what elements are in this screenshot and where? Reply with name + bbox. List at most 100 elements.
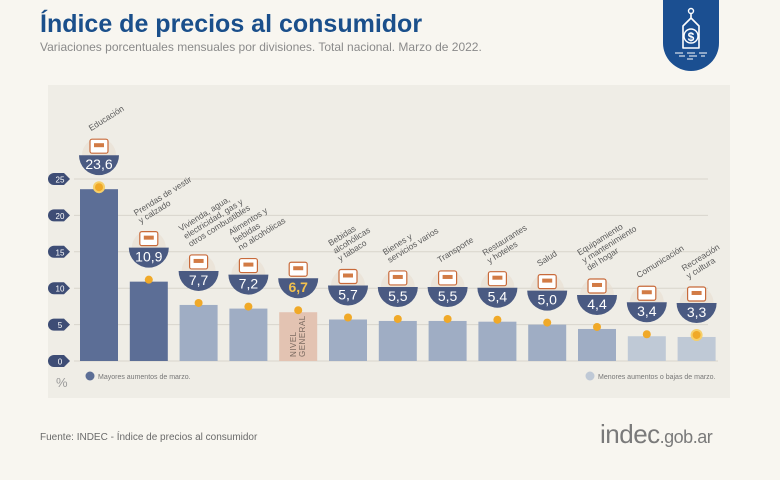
y-axis-unit: % <box>56 375 68 390</box>
icon-accent <box>641 290 652 295</box>
icon-accent <box>94 143 104 148</box>
icon-accent <box>293 266 304 271</box>
value-bowl <box>278 278 319 299</box>
legend-swatch-low <box>585 371 595 381</box>
comb-icon-glyph <box>388 270 408 286</box>
chart-panel: 0 5 10 15 20 25% 23,6 Educación 10,9 Prendas de … <box>48 85 730 398</box>
bar <box>578 328 616 361</box>
value-bowl <box>228 274 269 295</box>
basket-icon-glyph <box>288 261 308 277</box>
value-bowl <box>377 286 418 307</box>
value-label: 7,7 <box>189 272 209 288</box>
y-tick-label: 10 <box>56 285 65 294</box>
legend-label-high: Mayores aumentos de marzo. <box>98 374 191 381</box>
value-bowl <box>128 247 169 268</box>
category-label: Comunicación <box>635 243 686 280</box>
bar-dot <box>294 306 303 315</box>
bar-dot <box>393 314 402 323</box>
category-label: Recreacióny cultura <box>680 242 727 281</box>
bar <box>80 189 118 361</box>
value-label: 3,4 <box>637 303 657 319</box>
first-aid-icon-glyph <box>537 274 557 290</box>
bar <box>279 312 318 361</box>
y-tick-label: 0 <box>58 358 63 367</box>
logo-suffix: .gob.ar <box>659 427 713 447</box>
bar-dot <box>344 313 352 322</box>
icon-accent <box>492 275 503 280</box>
legend-label-low: Menores aumentos o bajas de marzo. <box>598 374 716 381</box>
value-label: 10,9 <box>135 249 162 265</box>
category-label-line: Salud <box>535 248 559 268</box>
bar <box>428 320 467 361</box>
price-tag-dollar-icon: $ <box>675 7 707 60</box>
value-label: 7,2 <box>239 276 259 292</box>
value-bowl <box>427 286 468 307</box>
bar-dot <box>194 298 203 307</box>
value-label: 23,6 <box>85 156 112 172</box>
bar-dot <box>95 183 103 192</box>
smartphone-icon-glyph <box>637 285 657 301</box>
bar-dot <box>493 315 502 324</box>
icon-accent <box>542 278 553 283</box>
y-tick-marker <box>48 209 70 222</box>
value-label: 5,7 <box>338 287 358 303</box>
value-label: 6,7 <box>288 279 308 295</box>
y-tick-label: 20 <box>56 212 65 221</box>
value-bowl <box>477 287 518 308</box>
category-label-line: Comunicación <box>635 243 686 280</box>
bar-dot <box>543 318 552 327</box>
washing-machine-icon-glyph <box>587 278 607 294</box>
y-tick-marker <box>48 318 70 331</box>
logo-main: indec <box>600 419 660 449</box>
clothing-icon-glyph <box>139 231 159 247</box>
icon-accent <box>243 262 254 267</box>
bar-dot <box>443 314 452 323</box>
general-bar-label-line: NIVEL <box>289 331 298 357</box>
bar-dot <box>642 330 651 339</box>
page-subtitle: Variaciones porcentuales mensuales por d… <box>40 40 482 54</box>
category-label: Restaurantesy hoteles <box>480 222 533 265</box>
y-tick-label: 25 <box>56 176 65 185</box>
bar <box>229 308 268 361</box>
bar <box>329 319 367 361</box>
value-bowl <box>178 270 219 291</box>
value-bowl <box>79 155 119 176</box>
icon-accent <box>691 290 702 295</box>
y-tick-marker <box>48 282 70 295</box>
umbrella-sun-icon-glyph <box>686 286 707 302</box>
icon-accent <box>442 274 453 279</box>
value-bowl <box>328 285 368 306</box>
bar <box>179 304 218 361</box>
book-icon-glyph <box>89 138 109 154</box>
category-label: Equipamientoy mantenimientodel hogar <box>575 216 643 273</box>
indec-logo[interactable]: indec.gob.ar <box>600 419 713 450</box>
bar-dot <box>144 275 153 284</box>
value-label: 5,5 <box>438 288 458 304</box>
general-bar-label: NIVELGENERAL <box>289 315 307 357</box>
bar <box>677 336 716 361</box>
y-tick-label: 15 <box>56 248 65 257</box>
price-tag-badge: $ <box>663 0 719 71</box>
value-bowl <box>676 302 717 323</box>
y-tick-marker <box>48 355 70 367</box>
value-bowl <box>577 294 617 315</box>
plate-cutlery-icon-glyph <box>487 271 507 287</box>
icon-accent <box>343 273 353 278</box>
value-label: 3,3 <box>687 304 707 320</box>
category-label: Salud <box>535 248 559 268</box>
value-label: 4,4 <box>587 296 607 312</box>
category-label: Bienes yservicios varios <box>381 218 440 265</box>
car-icon-glyph <box>438 270 458 286</box>
lightbulb-icon-glyph <box>189 254 209 270</box>
bar <box>129 281 168 361</box>
bar-dot <box>692 330 701 339</box>
category-label: Transporte <box>435 234 475 264</box>
icon-accent <box>392 274 403 279</box>
bar-dot <box>593 322 601 331</box>
page-title: Índice de precios al consumidor <box>40 10 423 38</box>
bar <box>378 320 417 361</box>
y-tick-marker <box>48 245 70 258</box>
value-label: 5,4 <box>488 289 508 305</box>
category-label: Educación <box>87 103 126 133</box>
